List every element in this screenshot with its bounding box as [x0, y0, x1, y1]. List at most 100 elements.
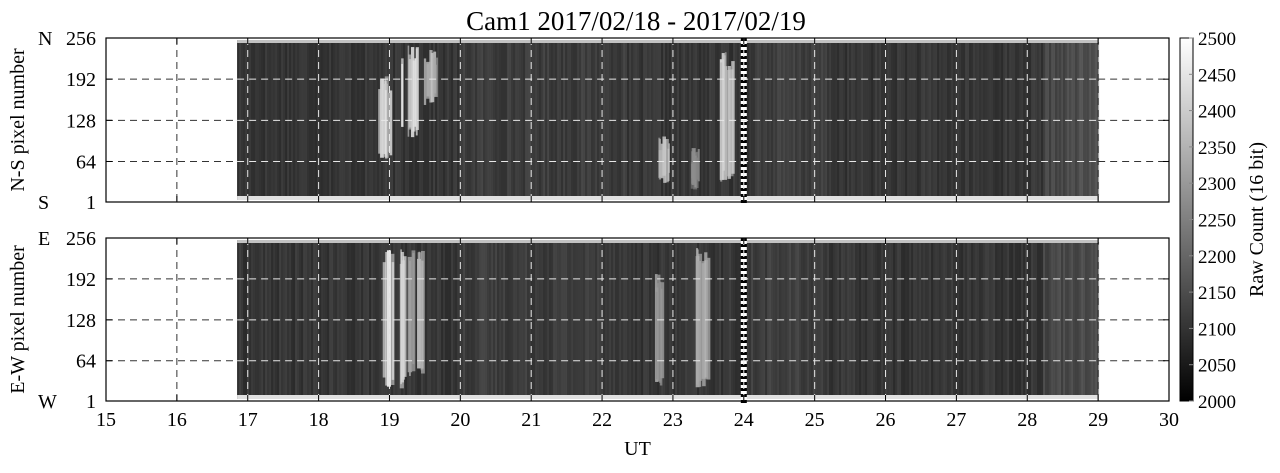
ns-streak [307, 42, 310, 196]
ns-streak [1073, 42, 1076, 196]
x-tick-label: 23 [663, 409, 683, 431]
ew-streak [713, 242, 716, 395]
ew-streak [987, 242, 990, 395]
ew-streak [577, 242, 580, 395]
ew-y-tick-label: 64 [76, 351, 96, 373]
ew-streak [375, 242, 378, 395]
ns-streak [1079, 42, 1082, 196]
ew-streak [825, 242, 828, 395]
ew-streak [271, 242, 274, 395]
ew-y-tick-label: 192 [66, 269, 96, 291]
x-tick-label: 22 [592, 409, 612, 431]
ns-streak [615, 42, 618, 196]
ew-streak [1021, 242, 1024, 395]
ns-streak [301, 42, 304, 196]
ns-aurora-streak [664, 138, 669, 183]
ns-streak [1091, 42, 1094, 196]
ns-streak [517, 42, 520, 196]
ns-streak [243, 42, 246, 196]
ns-streak [677, 42, 680, 196]
ew-streak [1047, 242, 1050, 395]
ns-streak [611, 42, 614, 196]
ew-streak [441, 242, 444, 395]
ew-streak [565, 242, 568, 395]
ns-streak [275, 42, 278, 196]
ew-y-ticks: 256 192 128 64 1 [66, 228, 1169, 413]
ew-streak [571, 242, 574, 395]
ns-streak [687, 42, 690, 196]
ew-aurora-streak [391, 262, 395, 380]
ns-streak [921, 42, 924, 196]
x-tick-label: 19 [379, 409, 399, 431]
ns-streak [299, 42, 302, 196]
ew-streak [1089, 242, 1092, 395]
ew-streak [855, 242, 858, 395]
ns-y-tick-label: 128 [66, 110, 96, 132]
ew-streak [563, 242, 566, 395]
ew-streak [397, 242, 400, 395]
ns-streak [523, 42, 526, 196]
ns-streak [271, 42, 274, 196]
ns-streak [451, 42, 454, 196]
ew-streak [597, 242, 600, 395]
ew-streak [1085, 242, 1088, 395]
ew-streak [739, 242, 742, 395]
ew-day-boundary-segment [740, 352, 747, 355]
ns-streak [957, 42, 960, 196]
ns-streak [949, 42, 952, 196]
ew-streak [267, 242, 270, 395]
ns-streak [259, 42, 262, 196]
ns-day-boundary-segment [740, 71, 747, 74]
ns-streak [787, 42, 790, 196]
ew-streak [355, 242, 358, 395]
ns-streak [269, 42, 272, 196]
ew-streak [667, 242, 670, 395]
ns-streak [1035, 42, 1038, 196]
ew-streak [779, 242, 782, 395]
ns-streak [635, 42, 638, 196]
ew-streak [859, 242, 862, 395]
ew-streak [947, 242, 950, 395]
ew-streak [797, 242, 800, 395]
ew-streak [607, 242, 610, 395]
ew-streak [1059, 242, 1062, 395]
ew-streak [439, 242, 442, 395]
ew-streak [603, 242, 606, 395]
ns-streak [1063, 42, 1066, 196]
ew-streak [997, 242, 1000, 395]
ns-streak [863, 42, 866, 196]
ns-streak [1041, 42, 1044, 196]
ns-streak [245, 42, 248, 196]
ew-streak [769, 242, 772, 395]
ns-streak [553, 42, 556, 196]
ew-streak [373, 242, 376, 395]
ns-streak [477, 42, 480, 196]
ns-streak [601, 42, 604, 196]
ns-streak [443, 42, 446, 196]
ns-streak [579, 42, 582, 196]
ew-streak [537, 242, 540, 395]
ew-streak [679, 242, 682, 395]
ew-streak [367, 242, 370, 395]
ns-streak [961, 42, 964, 196]
ns-streak [757, 42, 760, 196]
ew-streak [917, 242, 920, 395]
ew-streak [501, 242, 504, 395]
ew-streak [981, 242, 984, 395]
ns-streak [1037, 42, 1040, 196]
ew-streak [873, 242, 876, 395]
ns-streak [959, 42, 962, 196]
ns-day-boundary-segment [740, 128, 747, 131]
ns-streak [449, 42, 452, 196]
ns-streak [433, 42, 436, 196]
ew-streak [553, 242, 556, 395]
ew-streak [273, 242, 276, 395]
ew-day-boundary-segment [740, 283, 747, 286]
ns-streak [699, 42, 702, 196]
ns-streak [463, 42, 466, 196]
ns-day-boundary-segment [740, 155, 747, 158]
ew-streak [1005, 242, 1008, 395]
ew-streak [1015, 242, 1018, 395]
ns-aurora-streak [731, 61, 735, 174]
ew-streak [849, 242, 852, 395]
